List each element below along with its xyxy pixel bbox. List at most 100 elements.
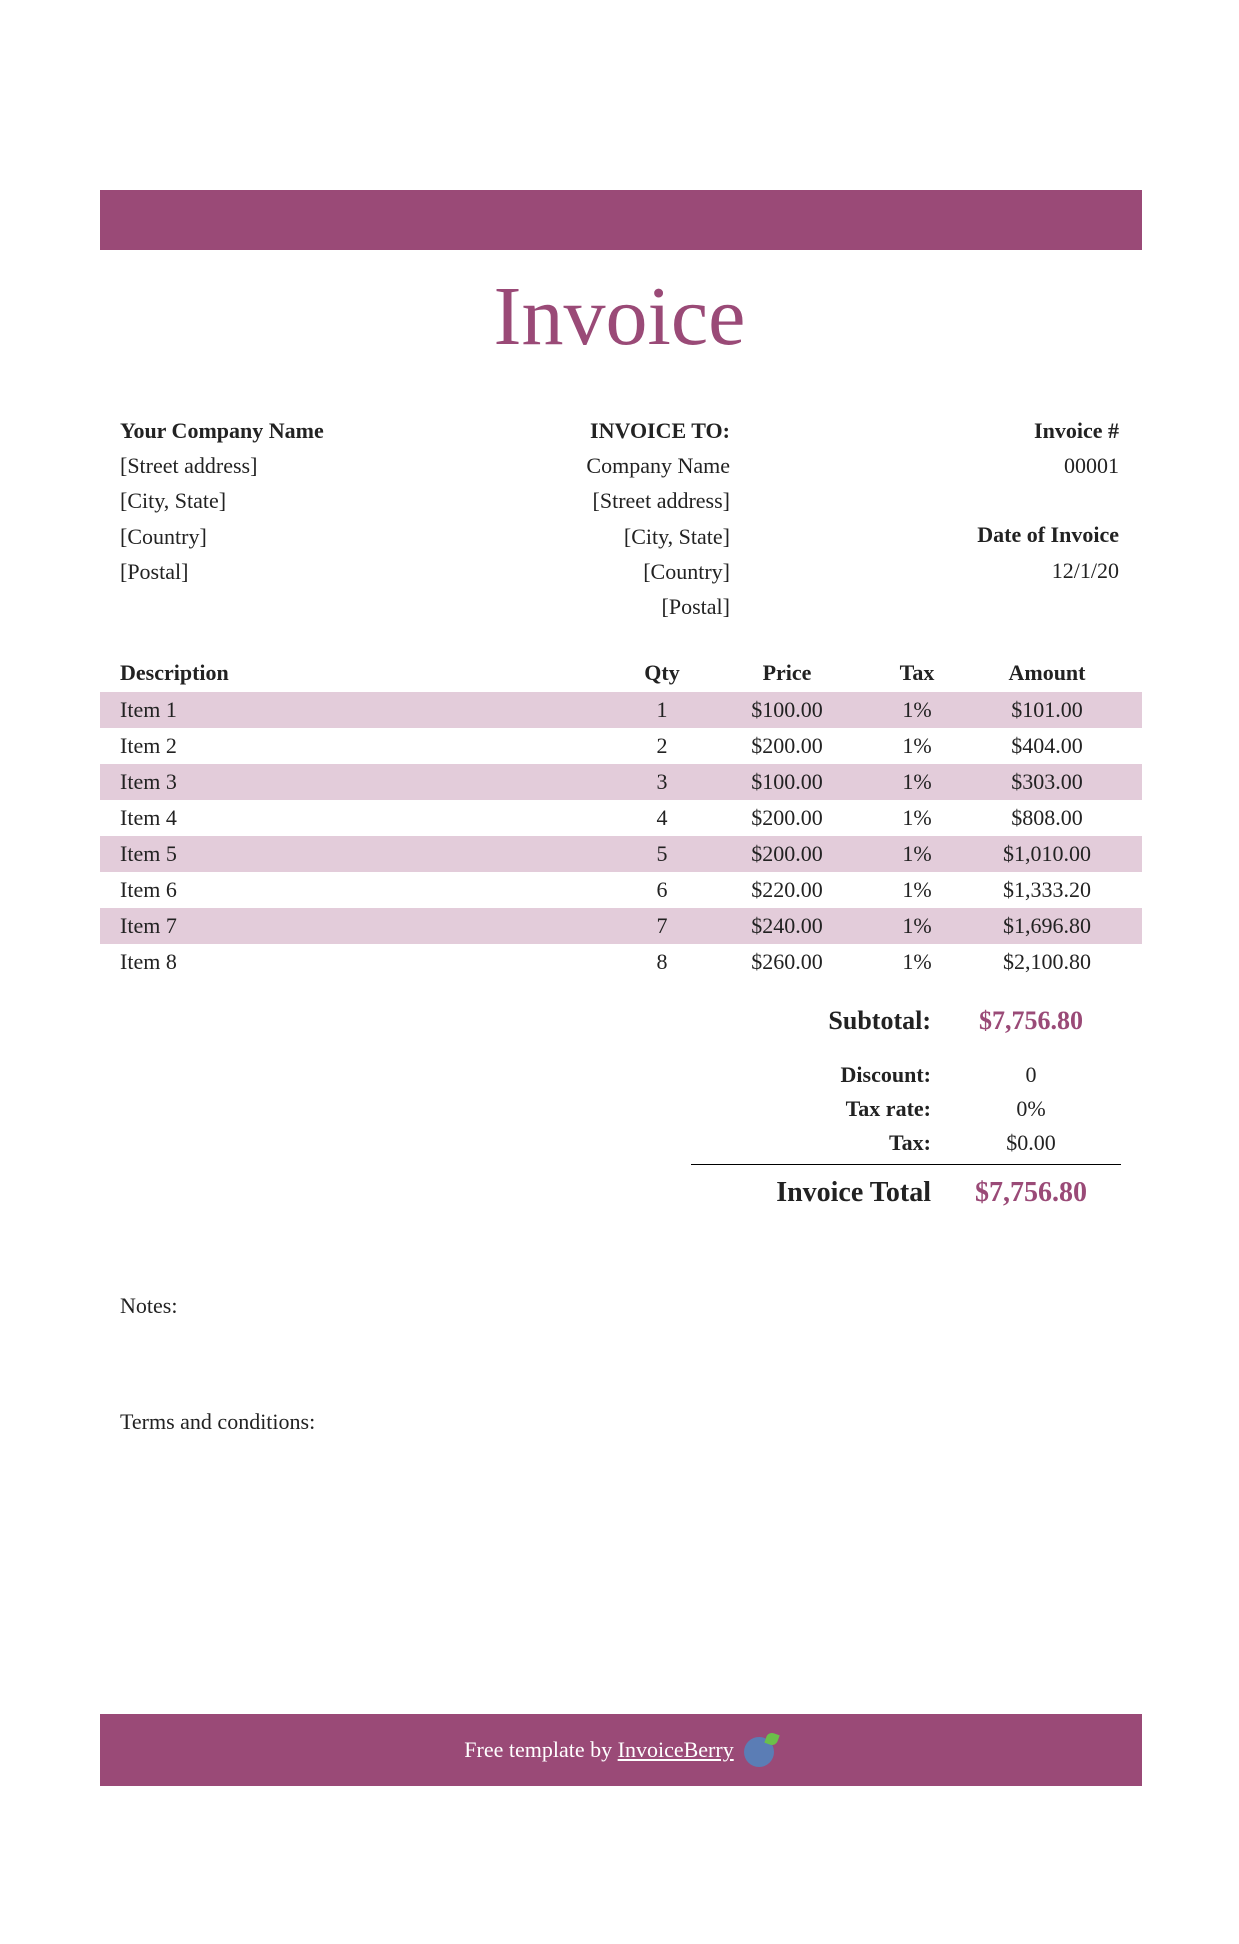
cell-amount: $404.00	[962, 728, 1142, 764]
cell-price: $260.00	[702, 944, 862, 980]
cell-desc: Item 1	[100, 692, 612, 728]
invoice-date: 12/1/20	[730, 553, 1119, 588]
footer-bar: Free template by InvoiceBerry	[100, 1714, 1142, 1786]
tax-label: Tax:	[691, 1130, 941, 1156]
subtotal-value: $7,756.80	[941, 1006, 1121, 1036]
to-line: [Postal]	[410, 589, 730, 624]
invoice-num-label: Invoice #	[730, 413, 1119, 448]
cell-tax: 1%	[862, 836, 962, 872]
cell-desc: Item 5	[100, 836, 612, 872]
terms-label: Terms and conditions:	[120, 1409, 1119, 1435]
cell-qty: 5	[612, 836, 702, 872]
cell-amount: $303.00	[962, 764, 1142, 800]
cell-tax: 1%	[862, 692, 962, 728]
from-line: [Street address]	[120, 448, 410, 483]
to-line: [City, State]	[410, 519, 730, 554]
cell-tax: 1%	[862, 800, 962, 836]
taxrate-label: Tax rate:	[691, 1096, 941, 1122]
cell-qty: 4	[612, 800, 702, 836]
col-qty: Qty	[612, 654, 702, 692]
cell-tax: 1%	[862, 728, 962, 764]
from-block: Your Company Name [Street address] [City…	[120, 413, 410, 624]
cell-amount: $1,010.00	[962, 836, 1142, 872]
cell-qty: 7	[612, 908, 702, 944]
cell-qty: 2	[612, 728, 702, 764]
to-line: Company Name	[410, 448, 730, 483]
cell-price: $100.00	[702, 692, 862, 728]
table-header-row: Description Qty Price Tax Amount	[100, 654, 1142, 692]
col-tax: Tax	[862, 654, 962, 692]
cell-price: $240.00	[702, 908, 862, 944]
footer-link[interactable]: InvoiceBerry	[618, 1737, 734, 1762]
cell-desc: Item 8	[100, 944, 612, 980]
table-row: Item 11$100.001%$101.00	[100, 692, 1142, 728]
table-row: Item 88$260.001%$2,100.80	[100, 944, 1142, 980]
cell-qty: 8	[612, 944, 702, 980]
to-line: [Street address]	[410, 483, 730, 518]
items-table: Description Qty Price Tax Amount Item 11…	[100, 654, 1142, 980]
taxrate-row: Tax rate: 0%	[0, 1092, 1121, 1126]
cell-price: $200.00	[702, 836, 862, 872]
cell-qty: 1	[612, 692, 702, 728]
grand-value: $7,756.80	[941, 1177, 1121, 1209]
totals-block: Subtotal: $7,756.80 Discount: 0 Tax rate…	[0, 1002, 1121, 1213]
cell-desc: Item 4	[100, 800, 612, 836]
cell-desc: Item 3	[100, 764, 612, 800]
cell-tax: 1%	[862, 764, 962, 800]
cell-price: $200.00	[702, 800, 862, 836]
table-row: Item 22$200.001%$404.00	[100, 728, 1142, 764]
table-row: Item 44$200.001%$808.00	[100, 800, 1142, 836]
table-row: Item 55$200.001%$1,010.00	[100, 836, 1142, 872]
cell-qty: 3	[612, 764, 702, 800]
from-line: [Country]	[120, 519, 410, 554]
invoice-date-label: Date of Invoice	[730, 517, 1119, 552]
cell-desc: Item 2	[100, 728, 612, 764]
subtotal-row: Subtotal: $7,756.80	[0, 1002, 1121, 1040]
header-bar	[100, 190, 1142, 250]
discount-row: Discount: 0	[0, 1058, 1121, 1092]
meta-block: Invoice # 00001 Date of Invoice 12/1/20	[730, 413, 1119, 624]
cell-price: $220.00	[702, 872, 862, 908]
cell-tax: 1%	[862, 944, 962, 980]
from-line: [City, State]	[120, 483, 410, 518]
tax-value: $0.00	[941, 1130, 1121, 1156]
cell-amount: $808.00	[962, 800, 1142, 836]
cell-amount: $1,696.80	[962, 908, 1142, 944]
to-block: INVOICE TO: Company Name [Street address…	[410, 413, 730, 624]
cell-desc: Item 7	[100, 908, 612, 944]
discount-value: 0	[941, 1062, 1121, 1088]
cell-qty: 6	[612, 872, 702, 908]
cell-amount: $101.00	[962, 692, 1142, 728]
cell-price: $100.00	[702, 764, 862, 800]
table-row: Item 66$220.001%$1,333.20	[100, 872, 1142, 908]
page-title: Invoice	[0, 268, 1239, 365]
cell-price: $200.00	[702, 728, 862, 764]
from-heading: Your Company Name	[120, 413, 410, 448]
col-description: Description	[100, 654, 612, 692]
footer-prefix: Free template by	[464, 1737, 617, 1762]
grand-total-row: Invoice Total $7,756.80	[0, 1173, 1121, 1213]
items-table-wrap: Description Qty Price Tax Amount Item 11…	[100, 654, 1142, 980]
totals-divider	[691, 1164, 1121, 1165]
discount-label: Discount:	[691, 1062, 941, 1088]
info-row: Your Company Name [Street address] [City…	[120, 413, 1119, 624]
footer-text: Free template by InvoiceBerry	[464, 1737, 733, 1763]
table-row: Item 77$240.001%$1,696.80	[100, 908, 1142, 944]
cell-amount: $1,333.20	[962, 872, 1142, 908]
cell-tax: 1%	[862, 872, 962, 908]
invoice-num: 00001	[730, 448, 1119, 483]
table-row: Item 33$100.001%$303.00	[100, 764, 1142, 800]
cell-tax: 1%	[862, 908, 962, 944]
cell-amount: $2,100.80	[962, 944, 1142, 980]
col-amount: Amount	[962, 654, 1142, 692]
to-heading: INVOICE TO:	[410, 413, 730, 448]
notes-label: Notes:	[120, 1293, 1119, 1319]
invoiceberry-icon	[744, 1733, 778, 1767]
grand-label: Invoice Total	[691, 1177, 941, 1209]
tax-row: Tax: $0.00	[0, 1126, 1121, 1160]
invoice-page: Invoice Your Company Name [Street addres…	[0, 190, 1239, 1944]
to-line: [Country]	[410, 554, 730, 589]
taxrate-value: 0%	[941, 1096, 1121, 1122]
col-price: Price	[702, 654, 862, 692]
from-line: [Postal]	[120, 554, 410, 589]
